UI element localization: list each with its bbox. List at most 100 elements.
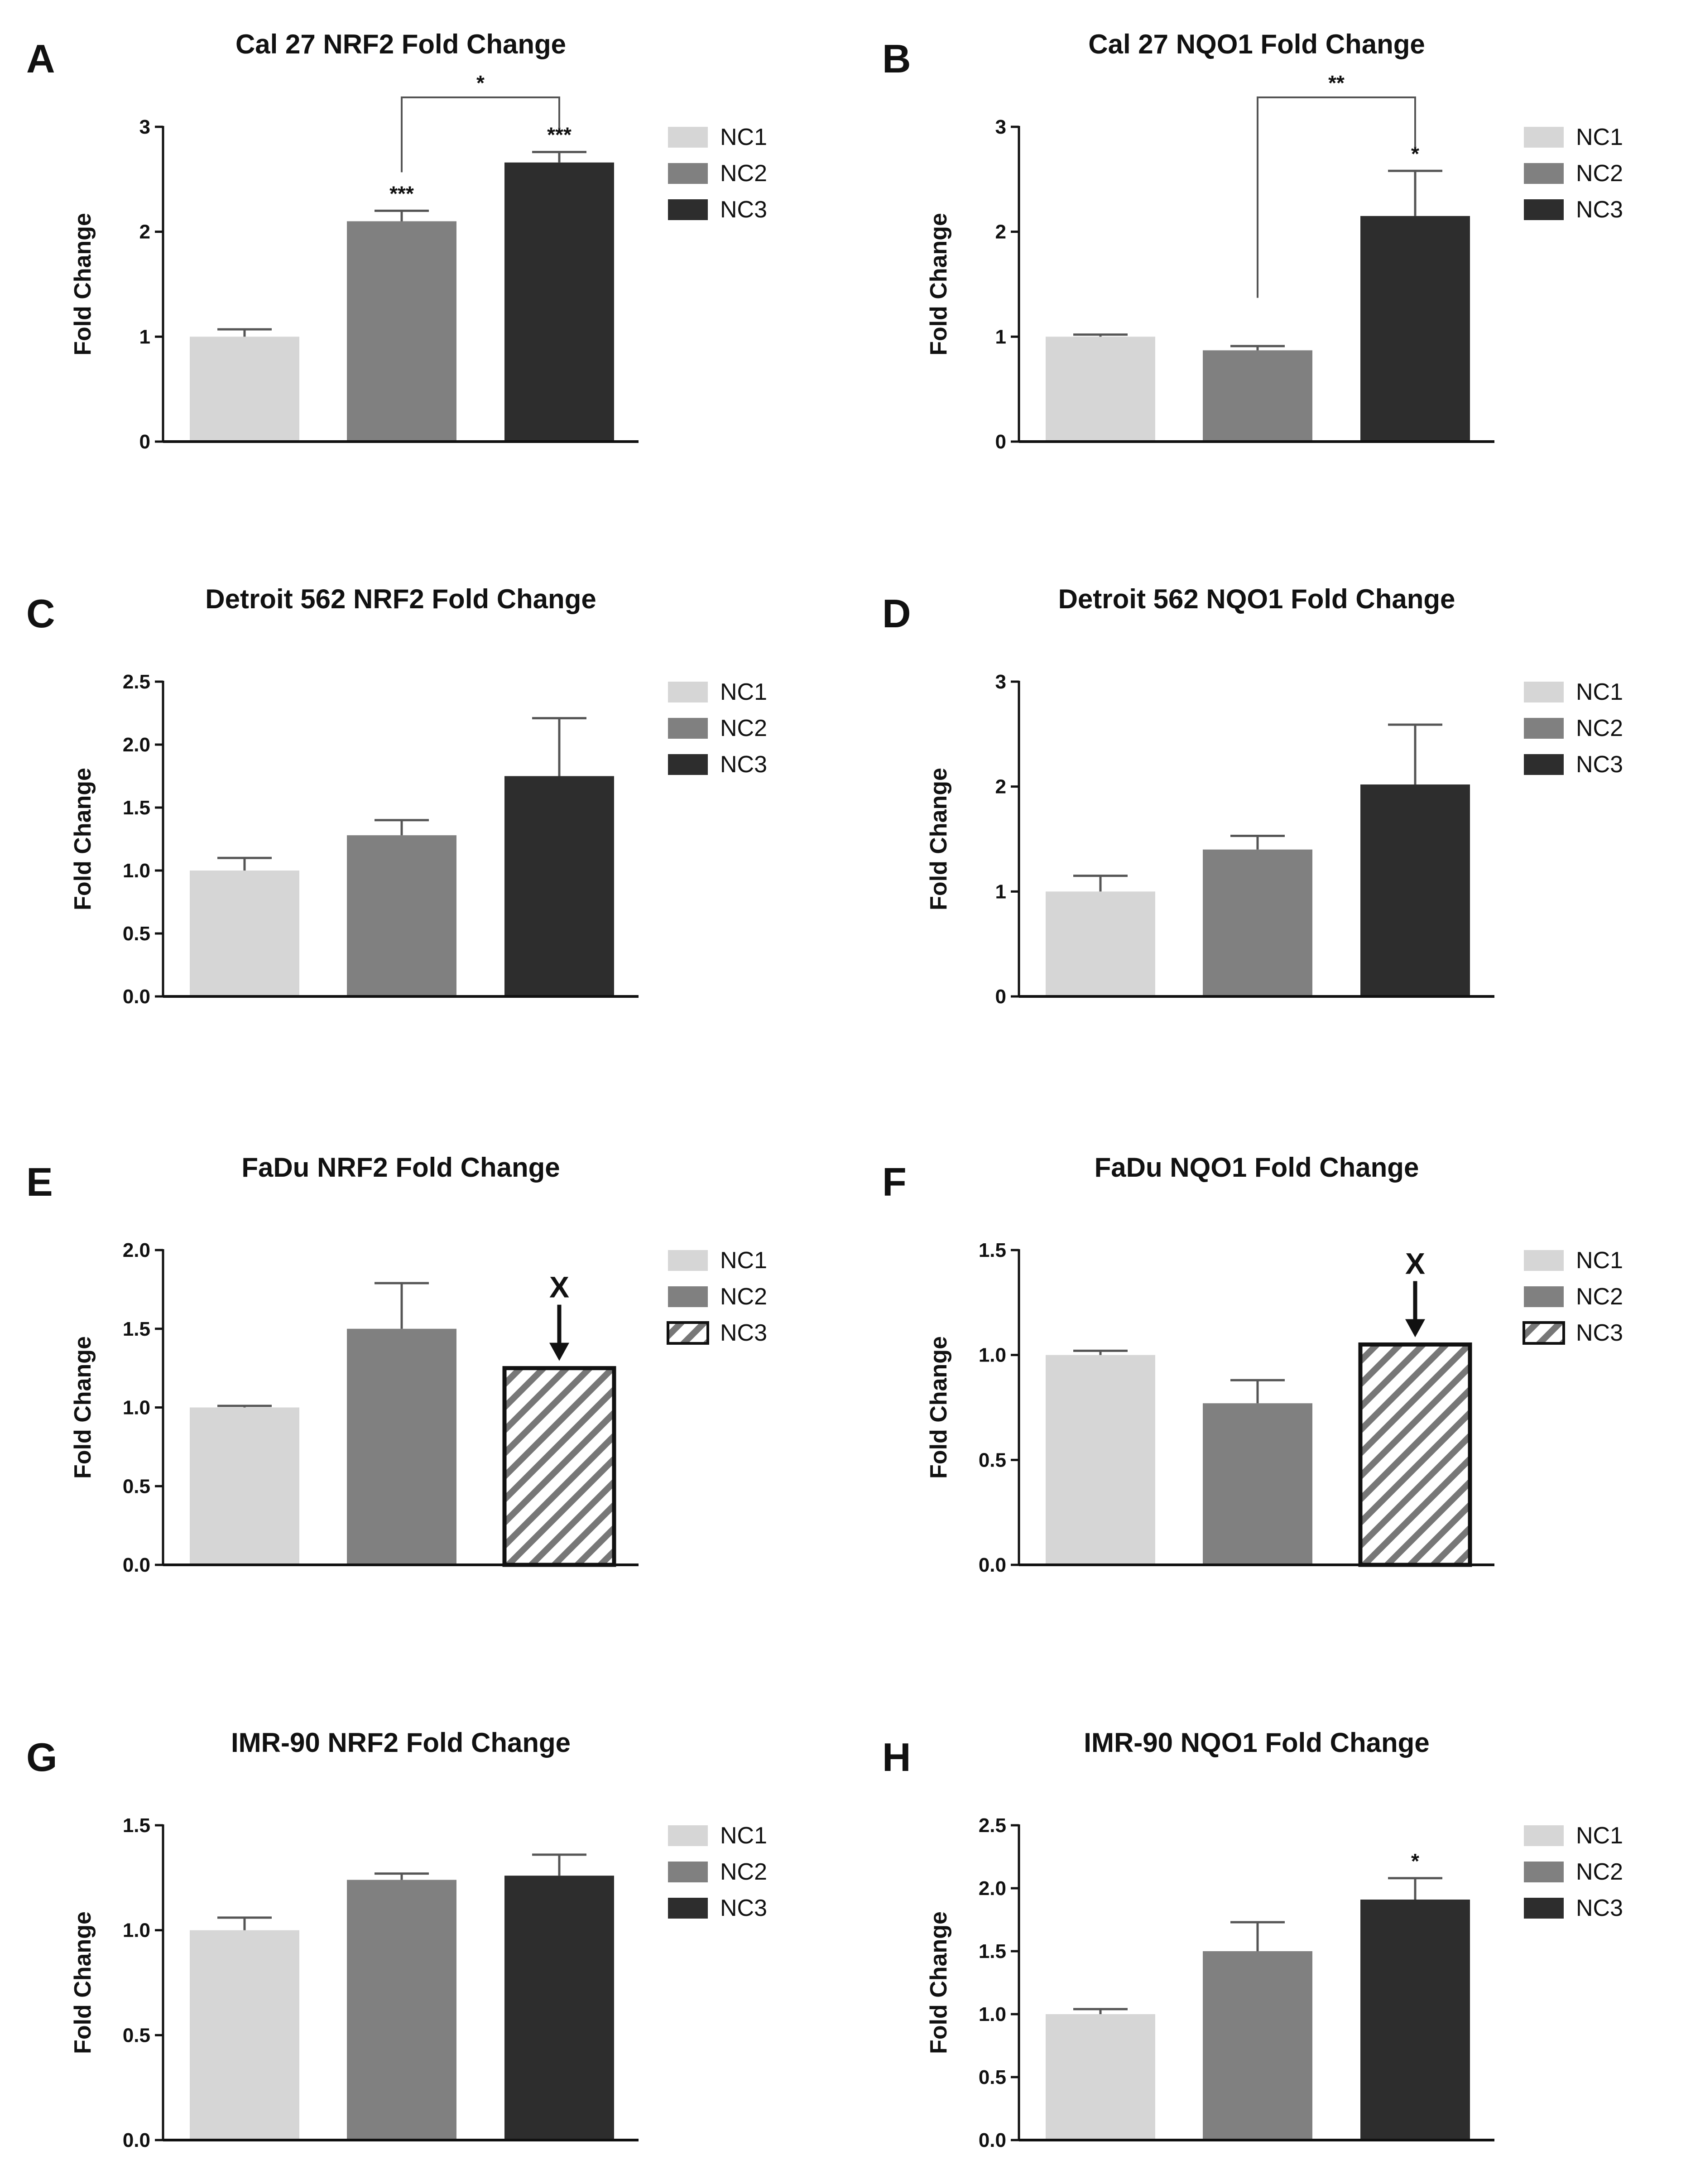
legend-swatch-nc1: [668, 682, 708, 702]
legend-swatch-nc2: [668, 1286, 708, 1307]
bracket-label: *: [476, 71, 485, 95]
chart-title: IMR-90 NQO1 Fold Change: [1084, 1727, 1429, 1758]
panel-letter: B: [882, 36, 911, 81]
y-tick-label: 1.5: [123, 797, 150, 819]
panel-letter: E: [26, 1159, 53, 1204]
bar-nc3: [1360, 216, 1470, 442]
y-tick-label: 0: [995, 986, 1006, 1008]
y-axis-label: Fold Change: [926, 213, 952, 356]
legend-swatch-nc3: [668, 199, 708, 220]
bar-nc2: [1203, 1403, 1312, 1565]
legend-swatch-nc1: [668, 1250, 708, 1271]
y-tick-label: 2: [995, 221, 1006, 243]
panel-letter: F: [882, 1159, 907, 1204]
y-tick-label: 1.5: [979, 1239, 1006, 1261]
significance-marker: ***: [389, 182, 414, 205]
legend-label-nc2: NC2: [1576, 1859, 1623, 1885]
significance-marker: *: [1411, 1849, 1419, 1873]
legend-label-nc3: NC3: [1576, 197, 1623, 223]
panel-letter: A: [26, 36, 55, 81]
y-axis-label: Fold Change: [70, 1336, 96, 1479]
y-tick-label: 0.5: [979, 2066, 1006, 2088]
legend-swatch-nc2: [1524, 163, 1564, 184]
chart-title: Detroit 562 NRF2 Fold Change: [205, 584, 596, 614]
legend-label-nc1: NC1: [1576, 679, 1623, 705]
legend-swatch-nc3: [667, 1321, 709, 1345]
y-tick-label: 0.5: [123, 1475, 150, 1497]
y-tick-label: 0.0: [123, 2129, 150, 2151]
y-tick-label: 0: [995, 431, 1006, 453]
bar-nc1: [190, 337, 299, 442]
y-tick-label: 2: [139, 221, 150, 243]
legend-swatch-nc1: [1524, 127, 1564, 148]
y-tick-label: 2.5: [979, 1814, 1006, 1837]
legend-swatch-nc3: [1524, 1898, 1564, 1919]
legend-label-nc3: NC3: [720, 751, 767, 778]
legend-swatch-nc3: [668, 754, 708, 775]
legend-label-nc1: NC1: [720, 1823, 767, 1849]
legend-label-nc3: NC3: [1576, 751, 1623, 778]
legend-swatch-nc1: [1524, 1825, 1564, 1846]
panel-letter: C: [26, 591, 55, 636]
bar-nc2: [1203, 849, 1312, 996]
legend-label-nc1: NC1: [720, 124, 767, 150]
y-tick-label: 0.5: [979, 1449, 1006, 1471]
chart-title: Cal 27 NRF2 Fold Change: [235, 29, 566, 59]
chart-panel-e: E FaDu NRF2 Fold Change Fold Change X 0.0 0.5…: [26, 1152, 767, 1576]
legend-swatch-nc1: [668, 127, 708, 148]
bar-nc3: [1360, 1900, 1470, 2140]
significance-bracket: [401, 96, 560, 173]
legend-label-nc2: NC2: [1576, 715, 1623, 741]
y-axis-label: Fold Change: [926, 1911, 952, 2054]
y-axis-label: Fold Change: [926, 1336, 952, 1479]
legend-swatch-nc1: [1524, 682, 1564, 702]
bar-nc3: [504, 1876, 614, 2140]
y-tick-label: 1.0: [979, 1344, 1006, 1366]
legend-swatch-nc2: [1524, 718, 1564, 739]
panel-letter: D: [882, 591, 911, 636]
arrow-label: X: [549, 1270, 569, 1304]
bracket-label: **: [1328, 71, 1345, 95]
bar-nc1: [1046, 891, 1155, 996]
legend-label-nc3: NC3: [1576, 1895, 1623, 1921]
y-tick-label: 1.0: [123, 1397, 150, 1419]
chart-panel-g: G IMR-90 NRF2 Fold Change Fold Change 0.0 0.…: [26, 1727, 767, 2151]
bar-nc3: [1360, 784, 1470, 996]
y-tick-label: 1: [995, 880, 1006, 903]
y-tick-label: 2.0: [123, 734, 150, 756]
bar-nc1: [190, 871, 299, 996]
legend-label-nc1: NC1: [1576, 1247, 1623, 1274]
arrow-label: X: [1405, 1247, 1425, 1280]
bar-nc3: [502, 1366, 616, 1567]
legend-swatch-nc2: [668, 718, 708, 739]
y-tick-label: 3: [995, 116, 1006, 138]
y-tick-label: 3: [139, 116, 150, 138]
y-tick-label: 0.0: [979, 2129, 1006, 2151]
legend-label-nc2: NC2: [1576, 160, 1623, 187]
legend-swatch-nc1: [668, 1825, 708, 1846]
y-tick-label: 1.5: [123, 1814, 150, 1837]
y-tick-label: 0.0: [123, 986, 150, 1008]
y-tick-label: 2.0: [123, 1239, 150, 1261]
legend-swatch-nc2: [1524, 1862, 1564, 1882]
legend-swatch-nc3: [1524, 754, 1564, 775]
legend-label-nc2: NC2: [720, 715, 767, 741]
y-tick-label: 2.5: [123, 671, 150, 693]
bar-nc3: [504, 776, 614, 996]
y-tick-label: 3: [995, 671, 1006, 693]
legend-swatch-nc1: [1524, 1250, 1564, 1271]
legend-label-nc2: NC2: [720, 1859, 767, 1885]
legend-label-nc3: NC3: [720, 1895, 767, 1921]
bar-nc2: [347, 835, 456, 996]
legend-label-nc2: NC2: [1576, 1284, 1623, 1310]
bar-nc1: [1046, 337, 1155, 442]
legend-swatch-nc3: [1524, 199, 1564, 220]
bar-nc3: [504, 162, 614, 442]
bar-nc3: [1358, 1342, 1472, 1567]
legend-label-nc1: NC1: [720, 1247, 767, 1274]
y-axis-label: Fold Change: [70, 213, 96, 356]
bar-nc2: [1203, 350, 1312, 442]
significance-marker: *: [1411, 142, 1419, 165]
